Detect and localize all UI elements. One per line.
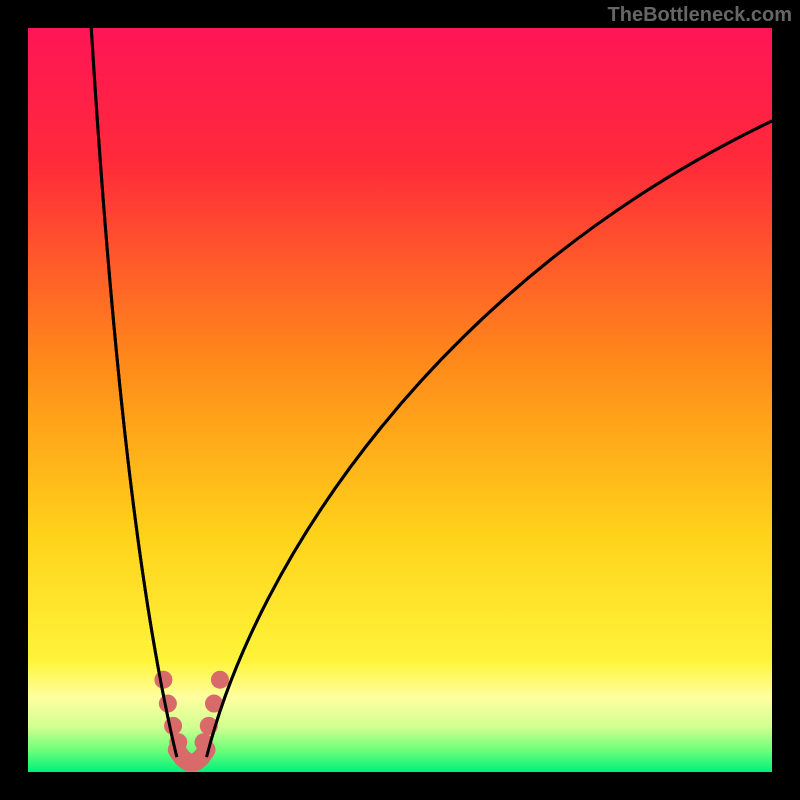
- marker-dot: [211, 671, 229, 689]
- chart-canvas: [0, 0, 800, 800]
- marker-dot: [164, 717, 182, 735]
- chart-container: TheBottleneck.com: [0, 0, 800, 800]
- plot-area: [28, 28, 772, 772]
- watermark-text: TheBottleneck.com: [608, 4, 792, 27]
- marker-dot: [154, 671, 172, 689]
